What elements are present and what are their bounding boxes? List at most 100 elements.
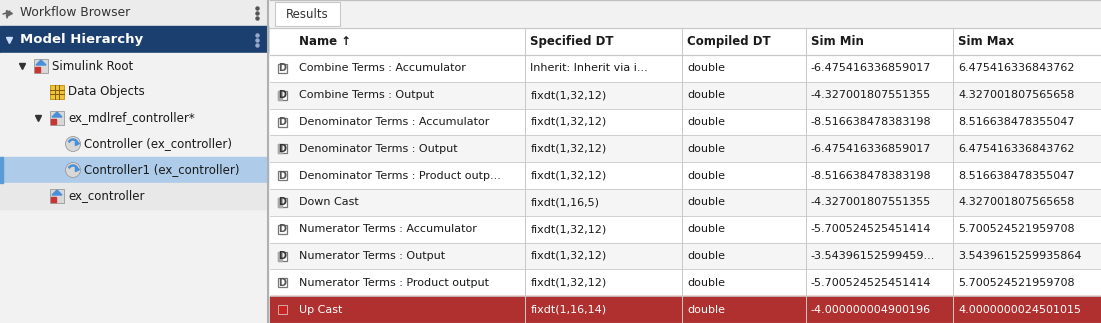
Text: D: D <box>277 197 286 207</box>
Bar <box>270 82 1101 109</box>
Bar <box>270 162 1101 189</box>
Text: Workflow Browser: Workflow Browser <box>20 6 130 19</box>
Bar <box>0 0 268 26</box>
Text: 4.327001807565658: 4.327001807565658 <box>958 90 1075 100</box>
Text: fixdt(1,32,12): fixdt(1,32,12) <box>531 117 607 127</box>
Bar <box>277 198 286 207</box>
Bar <box>277 171 286 180</box>
Text: Numerator Terms : Output: Numerator Terms : Output <box>299 251 445 261</box>
Text: 5.700524521959708: 5.700524521959708 <box>958 278 1075 288</box>
Bar <box>0 26 268 53</box>
Bar <box>277 118 286 127</box>
Text: Sim Min: Sim Min <box>810 35 863 48</box>
Text: -4.327001807551355: -4.327001807551355 <box>810 90 930 100</box>
Text: Simulink Root: Simulink Root <box>52 59 133 72</box>
Text: 5.700524521959708: 5.700524521959708 <box>958 224 1075 234</box>
Text: double: double <box>687 224 726 234</box>
Bar <box>277 91 282 100</box>
Text: 6.475416336843762: 6.475416336843762 <box>958 63 1075 73</box>
Text: -5.700524525451414: -5.700524525451414 <box>810 224 931 234</box>
Text: Model Hierarchy: Model Hierarchy <box>20 33 143 46</box>
Text: -8.516638478383198: -8.516638478383198 <box>810 117 931 127</box>
Text: Compiled DT: Compiled DT <box>687 35 771 48</box>
Text: Results: Results <box>286 7 329 20</box>
Bar <box>277 64 286 73</box>
Bar <box>35 67 40 72</box>
Text: double: double <box>687 144 726 154</box>
Text: Specified DT: Specified DT <box>531 35 613 48</box>
Text: -6.475416336859017: -6.475416336859017 <box>810 144 931 154</box>
Bar <box>277 198 282 207</box>
Text: fixdt(1,16,14): fixdt(1,16,14) <box>531 305 607 315</box>
Text: 4.327001807565658: 4.327001807565658 <box>958 197 1075 207</box>
Text: double: double <box>687 117 726 127</box>
Bar <box>0 157 268 183</box>
Text: D: D <box>277 251 286 261</box>
Bar <box>270 296 1101 323</box>
Text: Combine Terms : Accumulator: Combine Terms : Accumulator <box>299 63 466 73</box>
Bar <box>270 0 1101 28</box>
Text: -8.516638478383198: -8.516638478383198 <box>810 171 931 181</box>
Text: double: double <box>687 305 726 315</box>
Text: Combine Terms : Output: Combine Terms : Output <box>299 90 434 100</box>
Bar <box>277 91 286 100</box>
Bar <box>277 278 286 287</box>
Text: fixdt(1,16,5): fixdt(1,16,5) <box>531 197 599 207</box>
Text: Denominator Terms : Accumulator: Denominator Terms : Accumulator <box>299 117 489 127</box>
Text: Name ↑: Name ↑ <box>299 35 351 48</box>
Text: -5.700524525451414: -5.700524525451414 <box>810 278 931 288</box>
Text: D: D <box>277 171 286 181</box>
Text: Denominator Terms : Output: Denominator Terms : Output <box>299 144 458 154</box>
Bar <box>51 119 56 124</box>
Bar <box>270 269 1101 296</box>
Text: D: D <box>277 117 286 127</box>
Text: Controller (ex_controller): Controller (ex_controller) <box>84 138 232 151</box>
Bar <box>270 243 1101 269</box>
Polygon shape <box>36 60 46 65</box>
Text: D: D <box>277 144 286 154</box>
Bar <box>277 252 282 261</box>
Bar <box>277 144 282 153</box>
Text: double: double <box>687 90 726 100</box>
Text: D: D <box>277 90 286 100</box>
Text: 3.5439615259935864: 3.5439615259935864 <box>958 251 1082 261</box>
Bar <box>270 189 1101 216</box>
Text: Numerator Terms : Product output: Numerator Terms : Product output <box>299 278 489 288</box>
Bar <box>270 55 1101 82</box>
Text: Denominator Terms : Product outp...: Denominator Terms : Product outp... <box>299 171 501 181</box>
Text: Inherit: Inherit via i...: Inherit: Inherit via i... <box>531 63 648 73</box>
Text: D: D <box>277 224 286 234</box>
Bar <box>270 109 1101 135</box>
Bar <box>0 53 268 79</box>
Text: fixdt(1,32,12): fixdt(1,32,12) <box>531 224 607 234</box>
Text: D: D <box>277 278 286 288</box>
Text: -3.54396152599459...: -3.54396152599459... <box>810 251 935 261</box>
Text: Down Cast: Down Cast <box>299 197 359 207</box>
Circle shape <box>65 137 80 151</box>
Bar <box>270 28 1101 55</box>
Bar <box>270 0 1101 323</box>
Text: ex_mdlref_controller*: ex_mdlref_controller* <box>68 111 195 124</box>
Text: fixdt(1,32,12): fixdt(1,32,12) <box>531 144 607 154</box>
Polygon shape <box>52 190 62 195</box>
Bar <box>270 0 1101 28</box>
Bar <box>51 197 56 202</box>
Bar <box>0 0 268 323</box>
Text: Numerator Terms : Accumulator: Numerator Terms : Accumulator <box>299 224 477 234</box>
Bar <box>34 59 48 73</box>
Text: fixdt(1,32,12): fixdt(1,32,12) <box>531 90 607 100</box>
Bar <box>50 85 64 99</box>
Bar <box>277 252 286 261</box>
Text: Controller1 (ex_controller): Controller1 (ex_controller) <box>84 163 240 176</box>
Bar <box>50 189 64 203</box>
Text: double: double <box>687 251 726 261</box>
Bar <box>0 157 3 183</box>
Text: 8.516638478355047: 8.516638478355047 <box>958 117 1075 127</box>
Bar <box>270 216 1101 243</box>
Text: Sim Max: Sim Max <box>958 35 1014 48</box>
Polygon shape <box>52 112 62 117</box>
Text: fixdt(1,32,12): fixdt(1,32,12) <box>531 171 607 181</box>
Circle shape <box>65 162 80 178</box>
Text: double: double <box>687 171 726 181</box>
Text: double: double <box>687 278 726 288</box>
